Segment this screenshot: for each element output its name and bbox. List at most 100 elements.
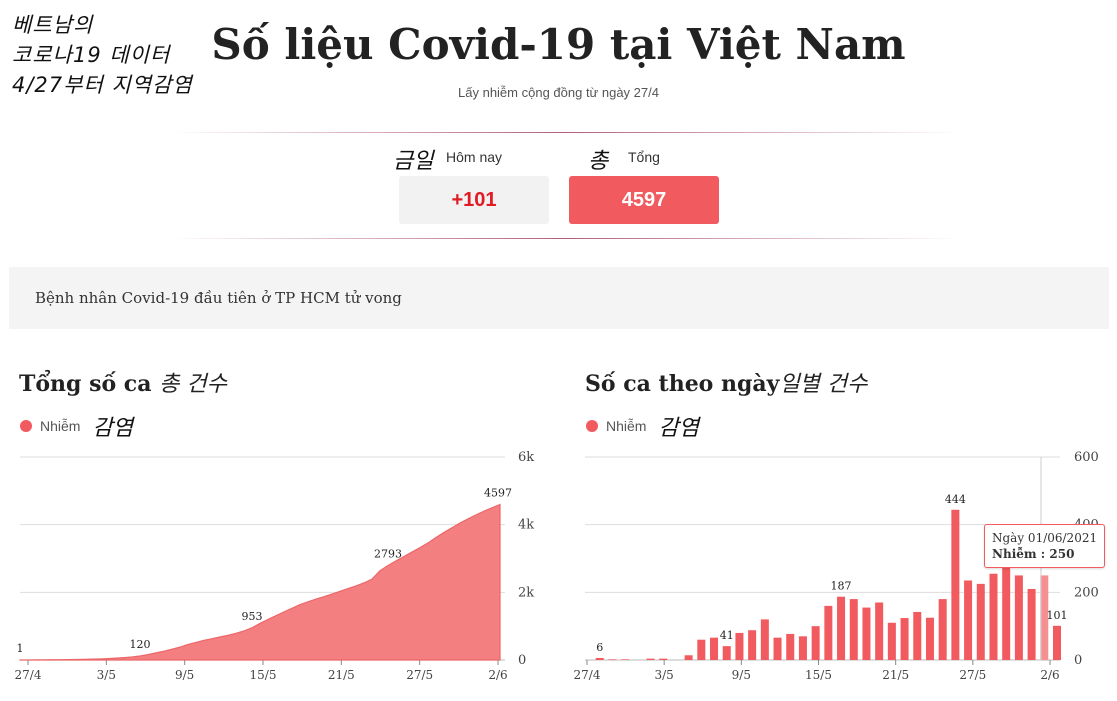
data-label: 4597 bbox=[484, 486, 512, 499]
y-tick-label: 0 bbox=[1074, 653, 1082, 668]
daily-chart-title: Số ca theo ngày일별 건수 bbox=[585, 366, 867, 398]
daily-bar bbox=[951, 509, 960, 660]
tooltip-value: 250 bbox=[1049, 547, 1075, 561]
daily-bar bbox=[989, 573, 998, 660]
daily-bar bbox=[964, 580, 973, 660]
top-divider bbox=[170, 132, 960, 133]
daily-bar bbox=[976, 583, 985, 660]
daily-title-text: Số ca theo ngày bbox=[585, 371, 780, 397]
tooltip-date: Ngày 01/06/2021 bbox=[992, 531, 1098, 545]
daily-bar bbox=[646, 658, 655, 660]
daily-bar bbox=[735, 632, 744, 660]
x-tick-label: 27/5 bbox=[406, 668, 433, 682]
x-tick-label: 15/5 bbox=[805, 668, 832, 682]
y-tick-label: 600 bbox=[1074, 450, 1099, 465]
page-title: Số liệu Covid-19 tại Việt Nam bbox=[211, 20, 906, 69]
daily-bar-chart[interactable]: 020040060064118744410127/43/59/515/521/5… bbox=[560, 440, 1117, 701]
daily-bar bbox=[786, 633, 795, 660]
daily-chart-tooltip: Ngày 01/06/2021 Nhiễm : 250 bbox=[984, 524, 1106, 568]
x-tick-label: 21/5 bbox=[882, 668, 909, 682]
daily-bar bbox=[837, 596, 846, 660]
x-tick-label: 9/5 bbox=[175, 668, 194, 682]
daily-bar bbox=[913, 611, 922, 660]
cumulative-legend-label: Nhiễm bbox=[40, 418, 81, 434]
annotation-line-1: 베트남의 bbox=[12, 13, 94, 37]
cumulative-area-series bbox=[19, 503, 501, 661]
daily-bar bbox=[824, 605, 833, 660]
x-tick-label: 2/6 bbox=[488, 668, 507, 682]
daily-bar bbox=[659, 658, 668, 660]
y-tick-label: 200 bbox=[1074, 585, 1099, 600]
daily-bar bbox=[595, 657, 604, 660]
y-tick-label: 6k bbox=[518, 450, 534, 465]
daily-bar bbox=[710, 637, 719, 660]
cumulative-legend-kr: 감염 bbox=[92, 416, 133, 441]
data-label: 2793 bbox=[374, 548, 402, 561]
daily-bar bbox=[849, 599, 858, 660]
stat-today-value: +101 bbox=[399, 176, 549, 224]
daily-bar bbox=[684, 655, 693, 660]
daily-bar bbox=[1027, 588, 1036, 660]
daily-bar bbox=[875, 602, 884, 660]
data-label: 120 bbox=[130, 638, 151, 651]
daily-bar bbox=[722, 646, 731, 660]
daily-legend-kr: 감염 bbox=[658, 416, 699, 441]
y-tick-label: 4k bbox=[518, 518, 534, 533]
x-tick-label: 2/6 bbox=[1040, 668, 1059, 682]
cumulative-title-text: Tổng số ca bbox=[19, 371, 152, 397]
daily-bar bbox=[938, 599, 947, 660]
x-tick-label: 3/5 bbox=[655, 668, 674, 682]
daily-bar bbox=[1053, 625, 1061, 660]
daily-bar bbox=[621, 659, 630, 660]
y-tick-label: 2k bbox=[518, 585, 534, 600]
daily-legend-label: Nhiễm bbox=[606, 418, 647, 434]
cumulative-area-chart[interactable]: 0 2k 4k 6k 1 120 953 2793 4597 27/4 3/5 9/5 15/5 21/5… bbox=[0, 440, 560, 701]
daily-bar bbox=[798, 636, 807, 660]
stat-total-value: 4597 bbox=[569, 176, 719, 224]
x-tick-label: 27/5 bbox=[959, 668, 986, 682]
daily-bar bbox=[1014, 575, 1023, 660]
stat-total-label-kr: 총 bbox=[588, 149, 609, 174]
data-label: 1 bbox=[17, 642, 24, 655]
stat-total-label: Tổng bbox=[628, 149, 660, 165]
cumulative-chart-title: Tổng số ca 총 건수 bbox=[19, 366, 227, 398]
daily-bar bbox=[748, 630, 757, 660]
daily-bar bbox=[1002, 566, 1011, 660]
daily-title-kr: 일별 건수 bbox=[779, 372, 868, 397]
legend-dot-icon bbox=[586, 420, 598, 432]
news-headline-text: Bệnh nhân Covid-19 đầu tiên ở TP HCM tử … bbox=[35, 289, 402, 307]
x-tick-label: 27/4 bbox=[574, 668, 601, 682]
daily-legend: Nhiễm 감염 bbox=[586, 410, 699, 442]
daily-bar bbox=[608, 659, 617, 660]
cumulative-legend: Nhiễm 감염 bbox=[20, 410, 133, 442]
daily-bar bbox=[925, 617, 934, 660]
x-tick-label: 3/5 bbox=[97, 668, 116, 682]
daily-bar bbox=[760, 619, 769, 660]
bottom-divider bbox=[170, 238, 960, 239]
x-tick-label: 21/5 bbox=[328, 668, 355, 682]
data-label: 6 bbox=[596, 641, 603, 654]
data-label: 101 bbox=[1047, 609, 1068, 622]
tooltip-label: Nhiễm bbox=[992, 547, 1037, 561]
daily-bar bbox=[773, 637, 782, 660]
cumulative-title-kr: 총 건수 bbox=[159, 372, 227, 397]
data-label: 187 bbox=[831, 580, 852, 593]
data-label: 444 bbox=[945, 493, 966, 506]
stat-today-label-kr: 금일 bbox=[393, 149, 434, 174]
page-subtitle: Lấy nhiễm cộng đồng từ ngày 27/4 bbox=[458, 85, 659, 100]
news-headline-link[interactable]: Bệnh nhân Covid-19 đầu tiên ở TP HCM tử … bbox=[9, 267, 1109, 329]
daily-bar bbox=[862, 607, 871, 660]
daily-bar bbox=[887, 622, 896, 660]
legend-dot-icon bbox=[20, 420, 32, 432]
daily-bar bbox=[900, 618, 909, 660]
daily-bar bbox=[811, 626, 820, 660]
annotation-line-2: 코로나19 데이터 bbox=[12, 43, 171, 67]
x-tick-label: 9/5 bbox=[732, 668, 751, 682]
daily-bar bbox=[697, 639, 706, 660]
data-label: 41 bbox=[720, 629, 734, 642]
x-tick-label: 27/4 bbox=[15, 668, 42, 682]
annotation-line-3: 4/27부터 지역감염 bbox=[12, 73, 193, 97]
stat-today-label: Hôm nay bbox=[446, 149, 503, 165]
y-tick-label: 0 bbox=[518, 653, 526, 668]
x-tick-label: 15/5 bbox=[250, 668, 277, 682]
